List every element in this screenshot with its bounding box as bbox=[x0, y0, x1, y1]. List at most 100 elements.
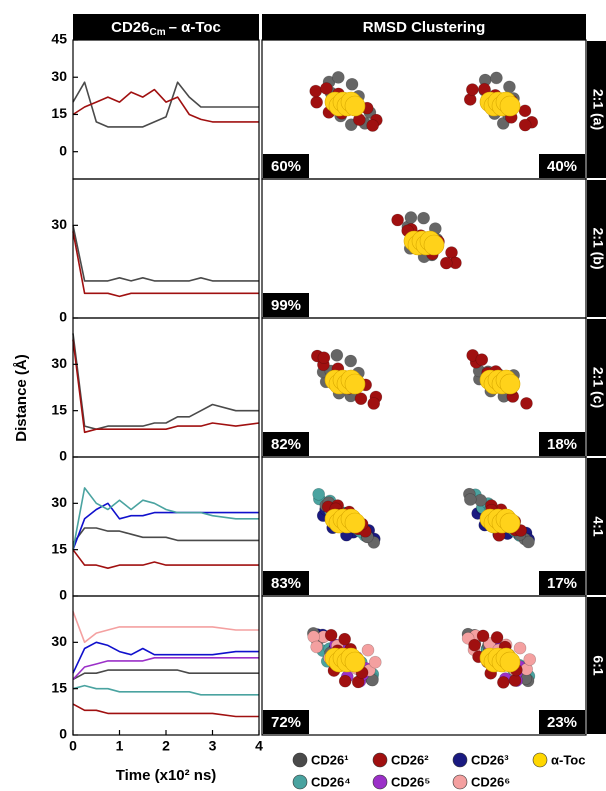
side-label: 2:1 (b) bbox=[590, 228, 606, 270]
side-label: 4:1 bbox=[590, 516, 606, 536]
toc-bead bbox=[344, 512, 366, 534]
bead bbox=[417, 211, 430, 225]
bead bbox=[503, 80, 516, 94]
percent-bg bbox=[263, 710, 309, 734]
series-line bbox=[72, 669, 259, 681]
legend-label: CD26¹ bbox=[311, 752, 349, 767]
series-line bbox=[72, 549, 259, 569]
side-label: 2:1 (c) bbox=[590, 367, 606, 408]
percent-bg bbox=[539, 154, 585, 178]
percent-bg bbox=[263, 432, 309, 456]
legend-swatch bbox=[532, 752, 548, 768]
percent-label: 72% bbox=[271, 714, 301, 731]
series-line bbox=[72, 502, 259, 550]
toc-bead bbox=[344, 95, 366, 117]
percent-bg bbox=[263, 293, 309, 317]
percent-label: 40% bbox=[547, 158, 577, 175]
legend-swatch bbox=[372, 774, 388, 790]
percent-label: 60% bbox=[271, 158, 301, 175]
header-sub: Cm bbox=[149, 27, 165, 38]
series-line bbox=[72, 231, 259, 298]
cluster-frame bbox=[261, 456, 587, 597]
bead bbox=[468, 638, 481, 652]
y-tick-label: 30 bbox=[51, 355, 67, 371]
y-axis-label: Distance (Å) bbox=[13, 354, 30, 442]
y-tick-label: 15 bbox=[51, 105, 67, 121]
y-tick-label: 30 bbox=[51, 494, 67, 510]
legend-swatch bbox=[452, 752, 468, 768]
legend-label: CD26⁶ bbox=[471, 774, 510, 789]
left-header-bg bbox=[73, 14, 259, 40]
bead bbox=[366, 119, 379, 132]
plot-frame bbox=[72, 595, 260, 736]
toc-bead bbox=[499, 512, 521, 534]
series-line bbox=[72, 657, 259, 680]
y-tick-label: 30 bbox=[51, 216, 67, 232]
bead bbox=[320, 82, 333, 95]
series-line bbox=[72, 81, 259, 128]
bead bbox=[523, 653, 537, 666]
bead bbox=[490, 631, 504, 644]
bead bbox=[344, 354, 357, 368]
percent-bg bbox=[263, 571, 309, 595]
y-tick-label: 15 bbox=[51, 540, 67, 556]
bead bbox=[338, 632, 351, 646]
bead bbox=[466, 83, 479, 96]
right-header: RMSD Clustering bbox=[363, 19, 486, 36]
bead bbox=[522, 535, 535, 549]
side-label: 6:1 bbox=[590, 655, 606, 675]
legend-swatch bbox=[452, 774, 468, 790]
plot-frame bbox=[72, 39, 260, 180]
percent-label: 23% bbox=[547, 714, 577, 731]
bead bbox=[490, 71, 503, 85]
legend-label: CD26⁴ bbox=[311, 774, 351, 789]
percent-bg bbox=[263, 154, 309, 178]
bead bbox=[330, 348, 344, 362]
percent-label: 17% bbox=[547, 575, 577, 592]
percent-label: 82% bbox=[271, 436, 301, 453]
bead bbox=[518, 118, 532, 132]
bead bbox=[309, 84, 323, 98]
x-tick-label: 2 bbox=[162, 738, 170, 754]
legend-label: α-Toc bbox=[551, 752, 585, 767]
y-tick-label: 15 bbox=[51, 401, 67, 417]
bead bbox=[312, 487, 325, 501]
side-label: 2:1 (a) bbox=[590, 89, 606, 130]
y-tick-label: 0 bbox=[59, 726, 67, 742]
bead bbox=[497, 676, 510, 689]
bead bbox=[367, 397, 381, 410]
x-tick-label: 4 bbox=[255, 738, 263, 754]
x-axis-label: Time (x10² ns) bbox=[116, 767, 217, 784]
bead bbox=[354, 392, 368, 405]
cluster-frame bbox=[261, 595, 587, 736]
bead bbox=[332, 71, 345, 84]
series-line bbox=[72, 527, 259, 544]
bead bbox=[368, 655, 382, 669]
header-rest: – α-Toc bbox=[169, 19, 221, 36]
series-line bbox=[72, 487, 259, 550]
bead bbox=[464, 493, 477, 506]
x-tick-label: 3 bbox=[209, 738, 217, 754]
bead bbox=[317, 351, 331, 365]
bead bbox=[475, 353, 489, 366]
side-label-bg bbox=[587, 597, 606, 734]
side-label-bg bbox=[587, 458, 606, 595]
series-line bbox=[72, 611, 259, 644]
bead bbox=[520, 397, 533, 410]
percent-label: 83% bbox=[271, 575, 301, 592]
header-text: CD26 bbox=[111, 19, 149, 36]
left-header: CD26Cm – α-Toc bbox=[111, 19, 221, 38]
toc-bead bbox=[499, 651, 521, 673]
legend-label: CD26² bbox=[391, 752, 429, 767]
y-tick-label: 30 bbox=[51, 68, 67, 84]
legend-swatch bbox=[292, 774, 308, 790]
y-tick-label: 30 bbox=[51, 633, 67, 649]
legend-label: CD26³ bbox=[471, 752, 509, 767]
toc-bead bbox=[344, 651, 366, 673]
bead bbox=[476, 629, 490, 643]
bead bbox=[404, 211, 418, 224]
y-tick-label: 15 bbox=[51, 679, 67, 695]
percent-bg bbox=[539, 571, 585, 595]
percent-bg bbox=[539, 432, 585, 456]
